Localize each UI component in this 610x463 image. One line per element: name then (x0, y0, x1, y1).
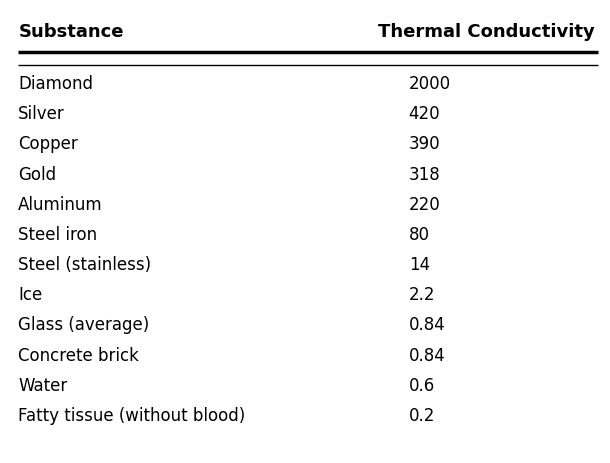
Text: Copper: Copper (18, 135, 78, 153)
Text: 220: 220 (409, 195, 440, 213)
Text: Concrete brick: Concrete brick (18, 346, 139, 364)
Text: Silver: Silver (18, 105, 65, 123)
Text: 14: 14 (409, 256, 430, 274)
Text: Water: Water (18, 376, 68, 394)
Text: 2.2: 2.2 (409, 286, 435, 304)
Text: Fatty tissue (without blood): Fatty tissue (without blood) (18, 406, 246, 424)
Text: Steel iron: Steel iron (18, 225, 98, 244)
Text: 0.84: 0.84 (409, 316, 445, 334)
Text: Gold: Gold (18, 165, 56, 183)
Text: Diamond: Diamond (18, 75, 93, 93)
Text: 0.6: 0.6 (409, 376, 435, 394)
Text: 80: 80 (409, 225, 429, 244)
Text: 0.2: 0.2 (409, 406, 435, 424)
Text: Thermal Conductivity: Thermal Conductivity (378, 23, 601, 41)
Text: Steel (stainless): Steel (stainless) (18, 256, 151, 274)
Text: Aluminum: Aluminum (18, 195, 103, 213)
Text: Glass (average): Glass (average) (18, 316, 149, 334)
Text: Substance: Substance (18, 23, 124, 41)
Text: 420: 420 (409, 105, 440, 123)
Text: 2000: 2000 (409, 75, 451, 93)
Text: 390: 390 (409, 135, 440, 153)
Text: 0.84: 0.84 (409, 346, 445, 364)
Text: 318: 318 (409, 165, 440, 183)
Text: Ice: Ice (18, 286, 43, 304)
